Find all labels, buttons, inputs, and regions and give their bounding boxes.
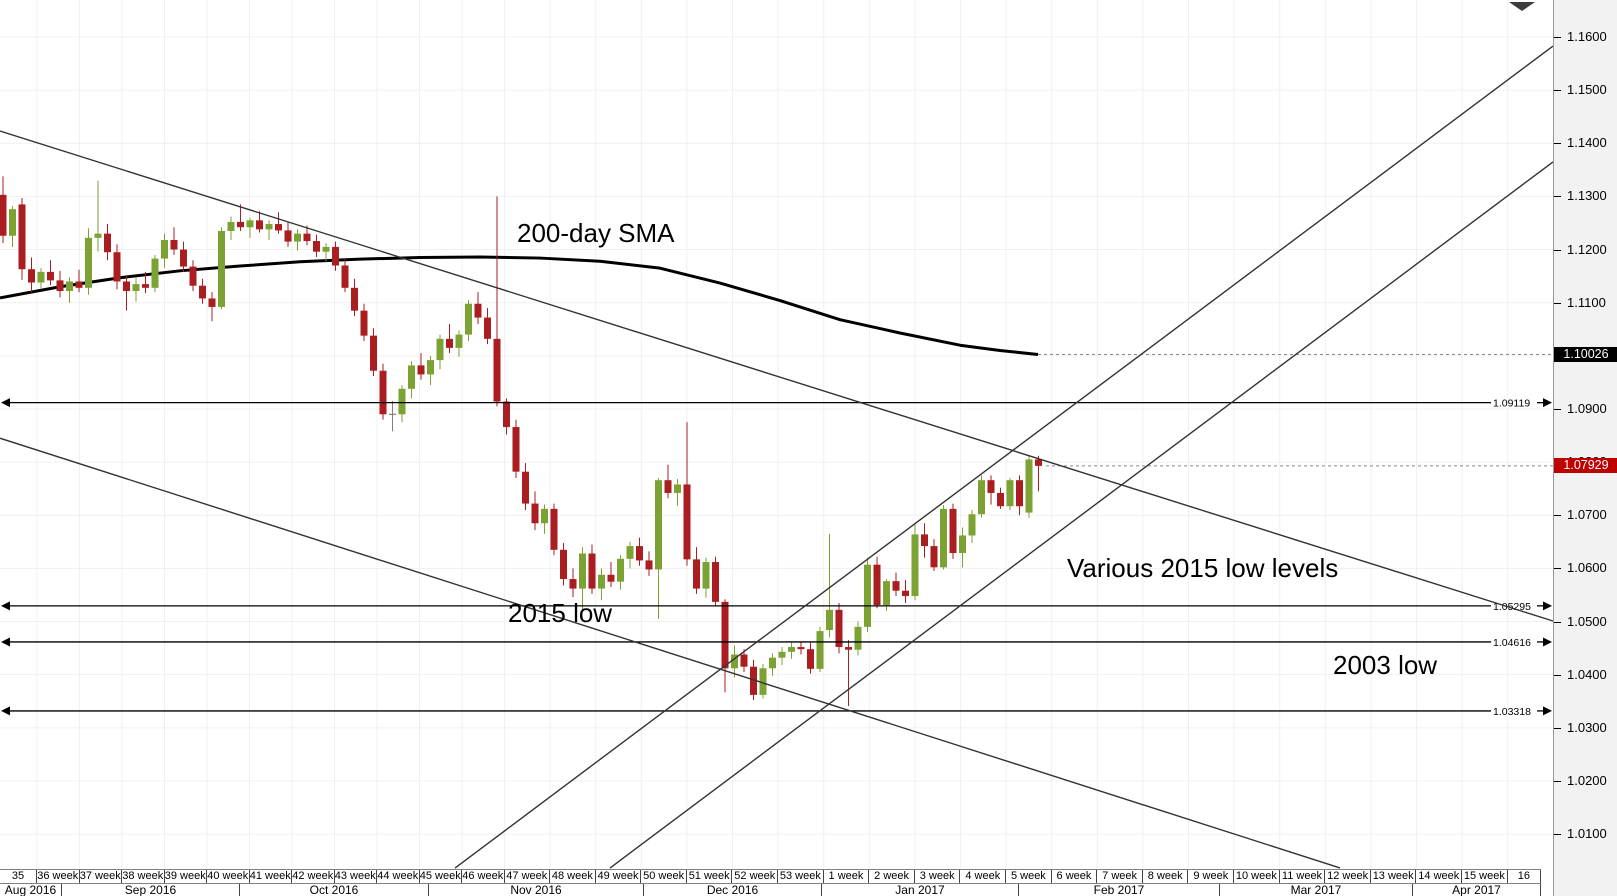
price-axis-label: 1.1400 (1554, 135, 1607, 151)
support-level-line[interactable]: 1.03318 (1, 706, 1552, 718)
month-label: Nov 2016 (429, 884, 644, 896)
week-label: 50 week (641, 870, 687, 883)
week-label: 5 week (1006, 870, 1052, 883)
svg-text:1.09119: 1.09119 (1493, 398, 1530, 410)
week-label: 46 week (462, 870, 505, 883)
svg-text:1.05295: 1.05295 (1493, 601, 1531, 613)
month-label: Jan 2017 (822, 884, 1019, 896)
price-axis-label: 1.0900 (1554, 401, 1607, 417)
week-label: 37 week (79, 870, 122, 883)
price-axis-label: 1.1500 (1554, 82, 1607, 98)
svg-text:1.04616: 1.04616 (1493, 637, 1531, 649)
week-label: 9 week (1189, 870, 1235, 883)
week-label: 40 week (207, 870, 250, 883)
price-axis[interactable]: 1.10026 1.07929 1.1600 1.1500 1.1400 1.1300… (1553, 0, 1617, 896)
price-axis-label: 1.0700 (1554, 507, 1607, 523)
week-label: 51 week (687, 870, 733, 883)
time-axis-months[interactable]: Aug 2016 Sep 2016 Oct 2016 Nov 2016 Dec 2016… (0, 883, 1541, 896)
price-axis-label: 1.1200 (1554, 242, 1607, 258)
price-axis-label: 1.0500 (1554, 614, 1607, 630)
chart-shift-marker-icon[interactable] (1509, 2, 1535, 11)
low-2015-annotation-label: 2015 low (508, 598, 613, 628)
week-label: 4 week (961, 870, 1007, 883)
descending-lower-trendline[interactable] (0, 437, 1341, 869)
week-label: 14 week (1417, 870, 1463, 883)
week-label: 43 week (334, 870, 377, 883)
week-label: 12 week (1325, 870, 1371, 883)
month-label: Sep 2016 (62, 884, 240, 896)
month-label: Aug 2016 (0, 884, 62, 896)
week-label: 8 week (1143, 870, 1189, 883)
candles (0, 176, 1042, 707)
price-axis-label: 1.0100 (1554, 826, 1607, 842)
svg-text:1.03318: 1.03318 (1493, 706, 1531, 718)
current-price-tag: 1.07929 (1554, 458, 1617, 474)
descending-upper-trendline[interactable] (0, 130, 1554, 622)
ascending-upper-trendline[interactable] (454, 45, 1554, 869)
price-axis-label: 1.0400 (1554, 667, 1607, 683)
week-label: 41 week (249, 870, 292, 883)
week-label: 6 week (1052, 870, 1098, 883)
week-label: 38 week (122, 870, 165, 883)
time-axis-weeks[interactable]: 35 36 week 37 week 38 week 39 week 40 week 41 … (0, 869, 1541, 883)
month-label: Oct 2016 (240, 884, 429, 896)
week-label: 16 (1508, 870, 1541, 883)
week-label: 39 week (164, 870, 207, 883)
sma-line[interactable] (0, 255, 1039, 356)
support-level-line[interactable]: 1.09119 (1, 398, 1552, 410)
week-label: 3 week (915, 870, 961, 883)
week-label: 53 week (778, 870, 824, 883)
week-label: 13 week (1371, 870, 1417, 883)
low-2003-annotation-label: 2003 low (1333, 650, 1438, 680)
week-label: 11 week (1280, 870, 1326, 883)
week-label: 45 week (419, 870, 462, 883)
week-label: 7 week (1097, 870, 1143, 883)
support-level-line[interactable]: 1.04616 (1, 637, 1552, 649)
week-label: 35 (0, 870, 37, 883)
week-label: 48 week (550, 870, 596, 883)
month-label: Dec 2016 (644, 884, 822, 896)
ascending-lower-trendline[interactable] (609, 161, 1554, 869)
price-axis-label: 1.1300 (1554, 188, 1607, 204)
week-label: 47 week (505, 870, 551, 883)
month-label: Apr 2017 (1413, 884, 1541, 896)
gridlines (0, 0, 1553, 868)
week-label: 10 week (1234, 870, 1280, 883)
support-level-line[interactable]: 1.05295 (1, 601, 1552, 613)
week-label: 52 week (733, 870, 779, 883)
sma-annotation-label: 200-day SMA (517, 218, 675, 248)
week-label: 2 week (869, 870, 915, 883)
week-label: 44 week (377, 870, 420, 883)
week-label: 49 week (596, 870, 642, 883)
week-label: 15 week (1462, 870, 1508, 883)
month-label: Mar 2017 (1220, 884, 1413, 896)
price-axis-label: 1.0600 (1554, 560, 1607, 576)
price-axis-label: 1.0300 (1554, 720, 1607, 736)
sma-value-tag: 1.10026 (1554, 346, 1617, 362)
week-label: 1 week (824, 870, 870, 883)
price-axis-label: 1.0200 (1554, 773, 1607, 789)
week-label: 42 week (292, 870, 335, 883)
month-label: Feb 2017 (1019, 884, 1220, 896)
various-2015-lows-annotation-label: Various 2015 low levels (1067, 553, 1339, 583)
week-label: 36 week (37, 870, 80, 883)
price-axis-label: 1.1100 (1554, 295, 1606, 311)
price-axis-label: 1.1600 (1554, 29, 1607, 45)
